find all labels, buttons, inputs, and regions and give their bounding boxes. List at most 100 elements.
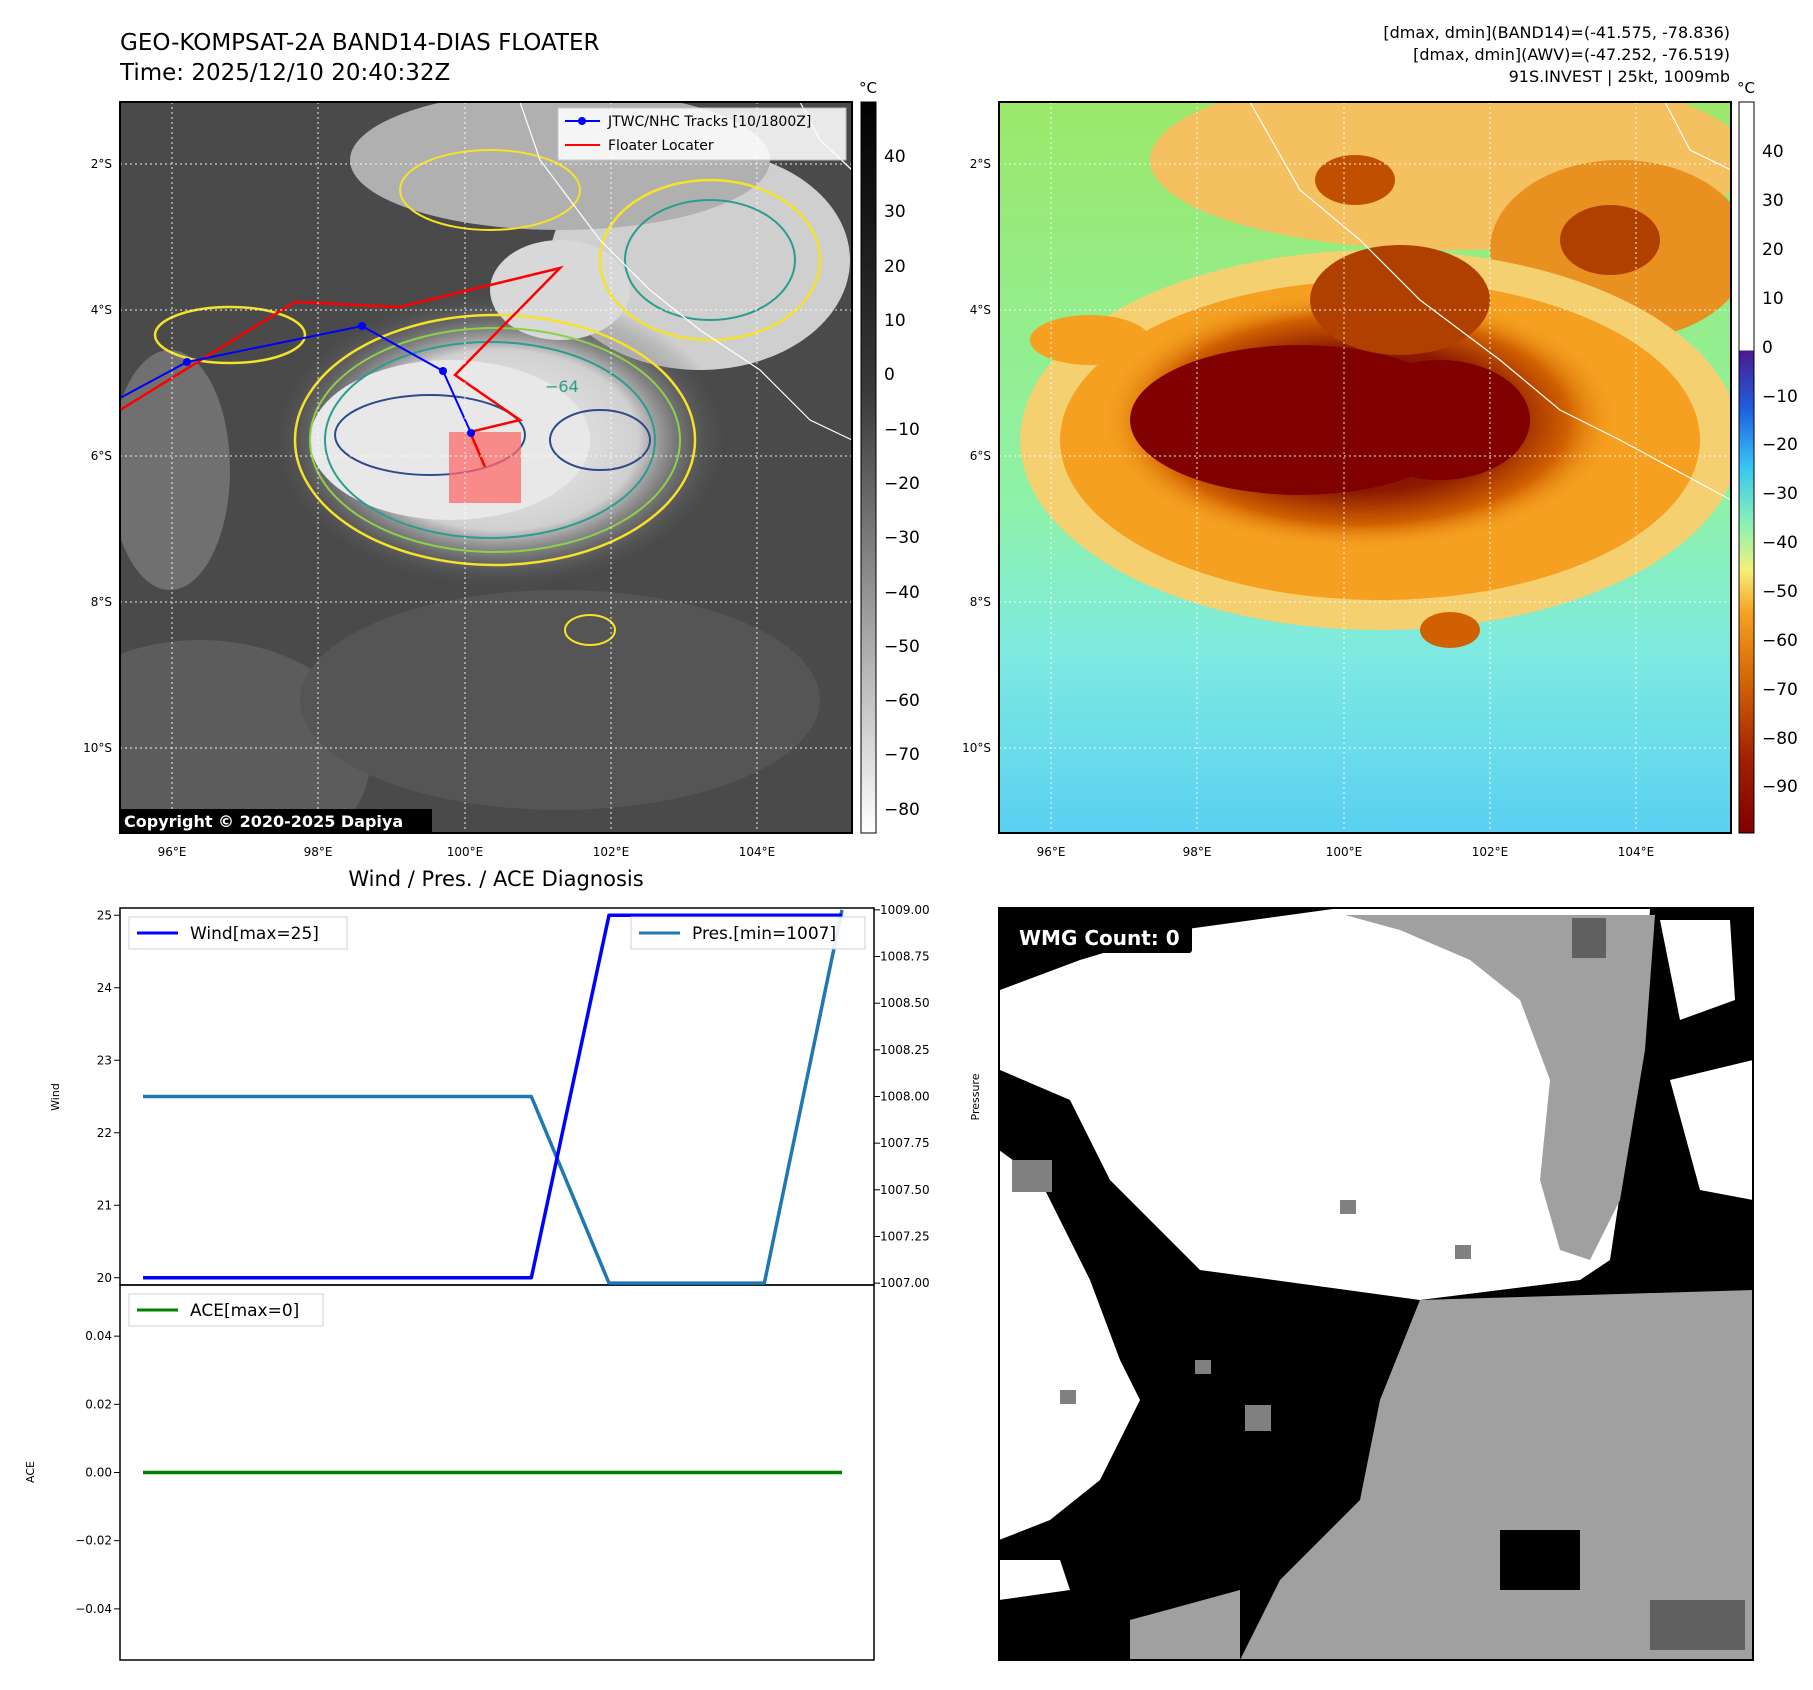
copyright: Copyright © 2020-2025 Dapiya bbox=[124, 812, 403, 831]
svg-text:2°S: 2°S bbox=[970, 157, 991, 171]
svg-text:−40: −40 bbox=[884, 583, 920, 603]
svg-text:96°E: 96°E bbox=[158, 845, 187, 859]
svg-text:98°E: 98°E bbox=[1183, 845, 1212, 859]
svg-text:0: 0 bbox=[884, 365, 895, 385]
pres-ticks-label: 1007.00 bbox=[880, 1276, 930, 1290]
legend-tracks: JTWC/NHC Tracks [10/1800Z] bbox=[607, 114, 811, 130]
svg-text:−10: −10 bbox=[884, 420, 920, 440]
wind-ticks-label: 20 bbox=[97, 1271, 112, 1285]
ace-legend: ACE[max=0] bbox=[128, 1293, 324, 1327]
band14-range: [dmax, dmin](BAND14)=(-41.575, -78.836) bbox=[1383, 23, 1730, 42]
ace-ticks: 0.04 0.02 0.00 −0.02 −0.04 bbox=[75, 1329, 120, 1616]
svg-text:−70: −70 bbox=[884, 745, 920, 765]
svg-text:−50: −50 bbox=[884, 637, 920, 657]
svg-text:104°E: 104°E bbox=[1618, 845, 1655, 859]
svg-text:−70: −70 bbox=[1762, 680, 1798, 700]
wind-ticks-label: 23 bbox=[97, 1053, 112, 1067]
awv-lon-labels: 96°E 98°E 100°E 102°E 104°E bbox=[1037, 845, 1655, 859]
svg-text:8°S: 8°S bbox=[970, 595, 991, 609]
svg-text:102°E: 102°E bbox=[593, 845, 630, 859]
svg-text:30: 30 bbox=[1762, 191, 1784, 211]
figure-time: Time: 2025/12/10 20:40:32Z bbox=[119, 60, 450, 86]
svg-text:30: 30 bbox=[884, 202, 906, 222]
ace-ylabel: ACE bbox=[24, 1461, 37, 1483]
svg-text:20: 20 bbox=[1762, 240, 1784, 260]
awv-frame bbox=[998, 101, 1732, 834]
svg-text:−50: −50 bbox=[1762, 582, 1798, 602]
pres-ticks-label: 1007.75 bbox=[880, 1136, 930, 1150]
svg-text:104°E: 104°E bbox=[739, 845, 776, 859]
svg-text:−60: −60 bbox=[884, 691, 920, 711]
awv-lat-labels: 2°S 4°S 6°S 8°S 10°S bbox=[962, 157, 991, 755]
diag-title: Wind / Pres. / ACE Diagnosis bbox=[348, 867, 643, 891]
ace-ticks-label: −0.04 bbox=[75, 1602, 112, 1616]
svg-text:−10: −10 bbox=[1762, 387, 1798, 407]
pres-ticks-label: 1008.75 bbox=[880, 950, 930, 964]
pres-ylabel: Pressure bbox=[969, 1073, 982, 1120]
awv-colorbar-ticks: 40 30 20 10 0 −10 −20 −30 −40 −50 −60 −7… bbox=[1762, 142, 1798, 797]
svg-text:6°S: 6°S bbox=[91, 449, 112, 463]
wmg-count: WMG Count: 0 bbox=[1019, 926, 1180, 950]
awv-range: [dmax, dmin](AWV)=(-47.252, -76.519) bbox=[1413, 45, 1730, 64]
svg-text:96°E: 96°E bbox=[1037, 845, 1066, 859]
ace-ticks-label: 0.00 bbox=[85, 1466, 112, 1480]
figure-title: GEO-KOMPSAT-2A BAND14-DIAS FLOATER bbox=[120, 30, 600, 56]
map-legend: JTWC/NHC Tracks [10/1800Z] Floater Locat… bbox=[557, 107, 847, 161]
svg-text:−40: −40 bbox=[1762, 533, 1798, 553]
pres-ticks: 1009.00 1008.75 1008.50 1008.25 1008.00 1007.… bbox=[874, 903, 930, 1290]
ir-lat-labels: 2°S 4°S 6°S 8°S 10°S bbox=[83, 157, 112, 755]
pres-ticks-label: 1007.50 bbox=[880, 1183, 930, 1197]
svg-text:98°E: 98°E bbox=[304, 845, 333, 859]
pres-ticks-label: 1008.50 bbox=[880, 996, 930, 1010]
wind-legend: Wind[max=25] bbox=[128, 916, 348, 950]
pres-legend-label: Pres.[min=1007] bbox=[692, 924, 836, 944]
ir-frame bbox=[119, 101, 853, 834]
pres-ticks-label: 1008.00 bbox=[880, 1090, 930, 1104]
ir-gridlines bbox=[120, 102, 852, 833]
awv-colorbar bbox=[1738, 101, 1755, 834]
pres-ticks-label: 1007.25 bbox=[880, 1229, 930, 1243]
wind-legend-label: Wind[max=25] bbox=[190, 924, 319, 944]
storm-info: 91S.INVEST | 25kt, 1009mb bbox=[1509, 67, 1730, 86]
svg-text:0: 0 bbox=[1762, 338, 1773, 358]
svg-text:4°S: 4°S bbox=[970, 303, 991, 317]
svg-text:−30: −30 bbox=[1762, 484, 1798, 504]
svg-text:−20: −20 bbox=[1762, 435, 1798, 455]
wind-series-line bbox=[143, 913, 842, 1280]
awv-panel bbox=[999, 102, 1731, 833]
ir-colorbar-unit: °C bbox=[859, 79, 877, 97]
pres-ticks-label: 1009.00 bbox=[880, 903, 930, 917]
legend-locater: Floater Locater bbox=[608, 138, 714, 154]
pres-ticks-label: 1008.25 bbox=[880, 1043, 930, 1057]
svg-text:8°S: 8°S bbox=[91, 595, 112, 609]
ir-colorbar-ticks: 40 30 20 10 0 −10 −20 −30 −40 −50 −60 −7… bbox=[884, 147, 920, 820]
svg-text:6°S: 6°S bbox=[970, 449, 991, 463]
svg-text:10°S: 10°S bbox=[83, 741, 112, 755]
wmg-panel bbox=[999, 908, 1753, 1660]
awv-colorbar-unit: °C bbox=[1737, 79, 1755, 97]
ace-ticks-label: 0.04 bbox=[85, 1329, 112, 1343]
svg-text:40: 40 bbox=[884, 147, 906, 167]
wmg-frame bbox=[998, 907, 1754, 1661]
wind-ylabel: Wind bbox=[49, 1083, 62, 1111]
svg-text:4°S: 4°S bbox=[91, 303, 112, 317]
wind-ticks-label: 24 bbox=[97, 981, 112, 995]
svg-text:−80: −80 bbox=[1762, 729, 1798, 749]
svg-text:102°E: 102°E bbox=[1472, 845, 1509, 859]
ir-colorbar bbox=[860, 101, 877, 834]
ace-legend-label: ACE[max=0] bbox=[190, 1301, 299, 1321]
contour-label: −64 bbox=[545, 377, 579, 396]
svg-text:−60: −60 bbox=[1762, 631, 1798, 651]
wind-ticks-label: 25 bbox=[97, 908, 112, 922]
wind-ticks: 25 24 23 22 21 20 bbox=[97, 908, 120, 1285]
ir-panel: −64 bbox=[120, 102, 852, 833]
pressure-series-line bbox=[143, 909, 844, 1285]
diag-marks bbox=[143, 909, 844, 1475]
svg-text:2°S: 2°S bbox=[91, 157, 112, 171]
awv-gridlines bbox=[999, 102, 1731, 833]
svg-text:−90: −90 bbox=[1762, 777, 1798, 797]
wind-ticks-label: 22 bbox=[97, 1126, 112, 1140]
svg-text:10: 10 bbox=[884, 311, 906, 331]
ace-ticks-label: 0.02 bbox=[85, 1397, 112, 1411]
